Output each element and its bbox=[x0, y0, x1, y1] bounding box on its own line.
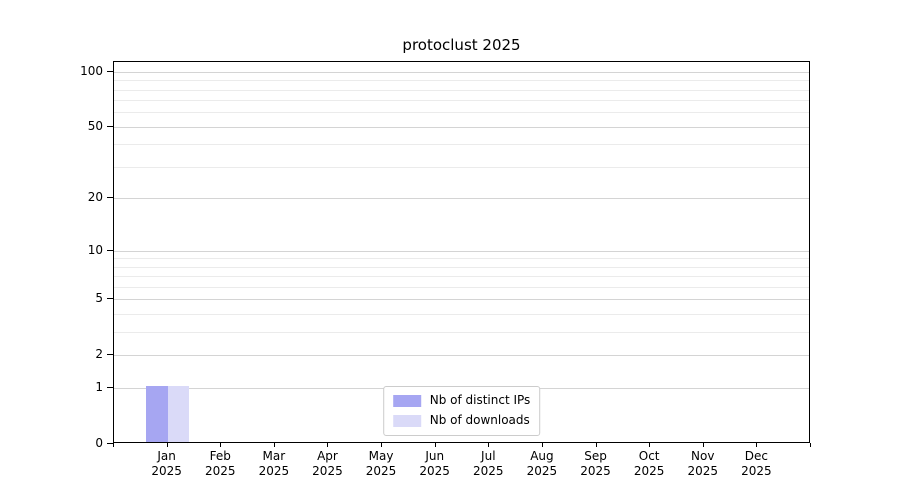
minor-gridline bbox=[114, 332, 809, 334]
x-tick-month: Oct bbox=[638, 449, 660, 463]
minor-gridline bbox=[114, 80, 809, 82]
x-tick-year: 2025 bbox=[419, 464, 450, 478]
bar-downloads bbox=[167, 386, 190, 442]
x-tick-label: Jun 2025 bbox=[407, 449, 463, 479]
x-tick-month: Dec bbox=[744, 449, 768, 463]
plot-area: Nb of distinct IPs Nb of downloads bbox=[113, 61, 810, 443]
x-tick-mark bbox=[756, 443, 758, 447]
x-tick-year: 2025 bbox=[204, 464, 236, 478]
x-tick-year: 2025 bbox=[258, 464, 290, 478]
y-tick-label: 0 bbox=[95, 436, 103, 450]
y-tick-mark bbox=[107, 443, 113, 444]
x-tick-month: Sep bbox=[584, 449, 607, 463]
legend-swatch-downloads bbox=[392, 414, 421, 427]
x-tick-mark bbox=[273, 443, 275, 447]
x-tick-month: May bbox=[368, 449, 394, 463]
bar-distinct-ips bbox=[146, 386, 168, 442]
x-tick-mark bbox=[434, 443, 436, 447]
minor-gridline bbox=[114, 258, 809, 260]
y-tick-mark bbox=[107, 354, 113, 356]
minor-gridline bbox=[114, 112, 809, 114]
y-tick-label: 50 bbox=[87, 118, 103, 133]
x-tick-label: Jul 2025 bbox=[460, 449, 516, 479]
x-tick-label: Dec 2025 bbox=[728, 449, 784, 479]
x-tick-mark bbox=[649, 443, 651, 447]
x-tick-label: Apr 2025 bbox=[299, 449, 355, 479]
x-tick-mark bbox=[220, 443, 222, 447]
minor-gridline bbox=[114, 89, 809, 91]
y-tick-label: 5 bbox=[95, 291, 103, 306]
y-tick-label: 2 bbox=[95, 347, 103, 362]
x-tick-month: Nov bbox=[691, 449, 715, 463]
chart-title: protoclust 2025 bbox=[402, 36, 521, 54]
minor-gridline bbox=[114, 266, 809, 268]
x-tick-label: Feb 2025 bbox=[192, 449, 248, 479]
major-gridline bbox=[114, 198, 809, 200]
x-tick-label: Aug 2025 bbox=[514, 449, 570, 479]
x-tick-mark bbox=[166, 443, 168, 447]
major-gridline bbox=[114, 250, 809, 252]
minor-gridline bbox=[114, 167, 809, 169]
legend: Nb of distinct IPs Nb of downloads bbox=[382, 386, 541, 436]
x-tick-month: Feb bbox=[209, 449, 231, 463]
y-tick-label: 20 bbox=[87, 190, 103, 205]
x-tick-year: 2025 bbox=[473, 464, 504, 478]
major-gridline bbox=[114, 126, 809, 128]
y-tick-mark bbox=[107, 125, 113, 127]
x-tick-month: Aug bbox=[530, 449, 554, 463]
legend-item-downloads: Nb of downloads bbox=[392, 412, 531, 429]
major-gridline bbox=[114, 71, 809, 73]
y-tick-mark bbox=[107, 70, 113, 72]
x-tick-year: 2025 bbox=[365, 464, 397, 478]
x-tick-year: 2025 bbox=[526, 464, 558, 478]
y-tick-mark bbox=[107, 298, 113, 300]
x-tick-mark bbox=[327, 443, 329, 447]
x-tick-label: May 2025 bbox=[353, 449, 409, 479]
x-tick-mark bbox=[113, 443, 114, 447]
x-tick-year: 2025 bbox=[151, 464, 182, 478]
minor-gridline bbox=[114, 276, 809, 278]
minor-gridline bbox=[114, 100, 809, 102]
y-tick-mark bbox=[107, 249, 113, 251]
y-tick-label: 1 bbox=[95, 380, 103, 395]
x-tick-mark bbox=[488, 443, 490, 447]
x-tick-mark bbox=[810, 443, 811, 447]
x-tick-mark bbox=[541, 443, 543, 447]
y-tick-mark bbox=[107, 387, 113, 389]
major-gridline bbox=[114, 299, 809, 301]
x-tick-year: 2025 bbox=[312, 464, 343, 478]
legend-item-distinct-ips: Nb of distinct IPs bbox=[392, 392, 531, 409]
x-tick-month: Jul bbox=[481, 449, 496, 463]
x-tick-label: Mar 2025 bbox=[246, 449, 302, 479]
x-tick-year: 2025 bbox=[741, 464, 772, 478]
x-tick-label: Oct 2025 bbox=[621, 449, 677, 479]
major-gridline bbox=[114, 355, 809, 357]
x-tick-mark bbox=[595, 443, 597, 447]
legend-label-downloads: Nb of downloads bbox=[429, 413, 530, 427]
x-tick-mark bbox=[702, 443, 704, 447]
minor-gridline bbox=[114, 287, 809, 289]
x-tick-label: Jan 2025 bbox=[139, 449, 195, 479]
legend-label-distinct-ips: Nb of distinct IPs bbox=[429, 393, 531, 407]
minor-gridline bbox=[114, 314, 809, 316]
y-tick-mark bbox=[107, 197, 113, 199]
x-tick-mark bbox=[381, 443, 383, 447]
x-tick-year: 2025 bbox=[633, 464, 665, 478]
x-tick-month: Jun bbox=[425, 449, 445, 463]
x-tick-label: Nov 2025 bbox=[675, 449, 731, 479]
y-tick-label: 100 bbox=[80, 63, 103, 78]
minor-gridline bbox=[114, 144, 809, 146]
x-tick-month: Mar bbox=[262, 449, 286, 463]
legend-swatch-distinct-ips bbox=[392, 394, 421, 407]
x-tick-year: 2025 bbox=[687, 464, 719, 478]
x-tick-month: Jan bbox=[157, 449, 176, 463]
x-tick-label: Sep 2025 bbox=[568, 449, 624, 479]
y-tick-label: 10 bbox=[87, 242, 103, 257]
x-tick-month: Apr bbox=[317, 449, 338, 463]
x-tick-year: 2025 bbox=[580, 464, 611, 478]
